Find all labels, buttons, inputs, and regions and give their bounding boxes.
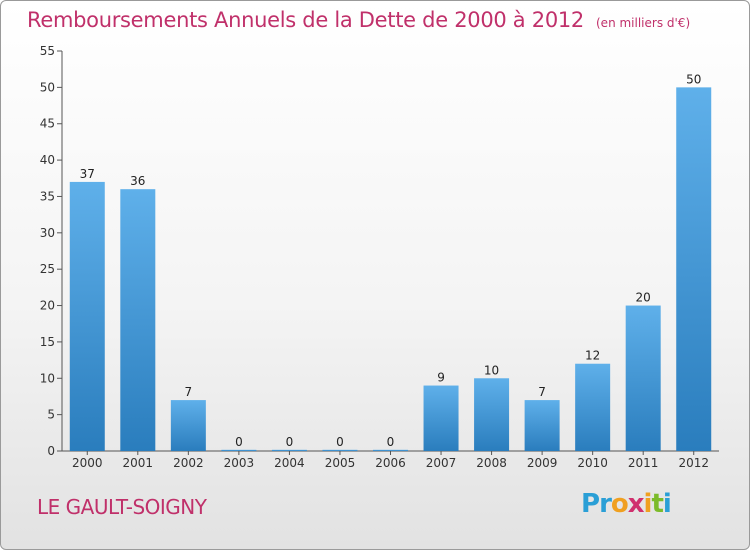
x-tick-label: 2008 xyxy=(476,456,507,470)
logo-letter: o xyxy=(610,489,629,519)
proxiti-logo: Proxiti xyxy=(581,489,672,519)
bar xyxy=(221,449,257,451)
data-label: 0 xyxy=(336,435,344,449)
logo-letter: i xyxy=(662,489,672,519)
x-tick-label: 2009 xyxy=(527,456,558,470)
bar xyxy=(322,449,358,451)
y-tick-label: 30 xyxy=(40,226,55,240)
logo-letter: x xyxy=(627,489,645,519)
bar xyxy=(170,400,206,451)
x-tick-label: 2010 xyxy=(577,456,608,470)
x-tick-label: 2001 xyxy=(123,456,154,470)
y-tick-label: 45 xyxy=(40,117,55,131)
data-label: 0 xyxy=(387,435,395,449)
chart-subtitle: (en milliers d'€) xyxy=(596,16,691,30)
data-label: 7 xyxy=(538,385,546,399)
bars xyxy=(69,87,712,451)
bar xyxy=(271,449,307,451)
x-tick-label: 2005 xyxy=(325,456,356,470)
data-label: 9 xyxy=(437,371,445,385)
logo-letter: i xyxy=(643,489,653,519)
bar xyxy=(423,385,459,451)
y-tick-label: 20 xyxy=(40,299,55,313)
x-tick-label: 2011 xyxy=(628,456,659,470)
y-tick-label: 50 xyxy=(40,80,55,94)
y-tick-label: 10 xyxy=(40,371,55,385)
y-tick-label: 35 xyxy=(40,189,55,203)
bar xyxy=(373,449,408,451)
x-tick-label: 2002 xyxy=(173,456,204,470)
data-label: 20 xyxy=(636,291,651,305)
x-tick-label: 2004 xyxy=(274,456,305,470)
x-tick-label: 2007 xyxy=(426,456,457,470)
bar xyxy=(69,181,105,451)
data-label: 50 xyxy=(686,72,701,86)
y-tick-label: 40 xyxy=(40,153,55,167)
bar xyxy=(524,400,560,451)
y-tick-label: 15 xyxy=(40,335,55,349)
x-tick-label: 2012 xyxy=(678,456,709,470)
data-label: 0 xyxy=(286,435,294,449)
data-label: 12 xyxy=(585,349,600,363)
x-tick-label: 2006 xyxy=(375,456,406,470)
data-label: 7 xyxy=(185,385,193,399)
bar xyxy=(474,378,510,451)
y-tick-label: 55 xyxy=(40,44,55,58)
data-label: 0 xyxy=(235,435,243,449)
x-tick-label: 2000 xyxy=(72,456,103,470)
bar xyxy=(120,189,156,451)
data-labels: 37 36 7 0 0 0 0 9 10 7 12 20 50 xyxy=(80,72,702,448)
chart-title: Remboursements Annuels de la Dette de 20… xyxy=(27,8,691,32)
data-label: 36 xyxy=(130,174,145,188)
y-tick-label: 0 xyxy=(47,444,55,458)
logo-letter: r xyxy=(599,489,612,519)
bar xyxy=(676,87,712,451)
commune-name: LE GAULT-SOIGNY xyxy=(37,495,207,519)
logo-letter: t xyxy=(651,489,663,519)
y-tick-label: 25 xyxy=(40,262,55,276)
data-label: 37 xyxy=(80,167,95,181)
data-label: 10 xyxy=(484,363,499,377)
bar xyxy=(575,363,611,451)
logo-letter: P xyxy=(581,489,600,519)
y-tick-label: 5 xyxy=(47,408,55,422)
bar xyxy=(625,305,661,451)
x-tick-label: 2003 xyxy=(224,456,255,470)
